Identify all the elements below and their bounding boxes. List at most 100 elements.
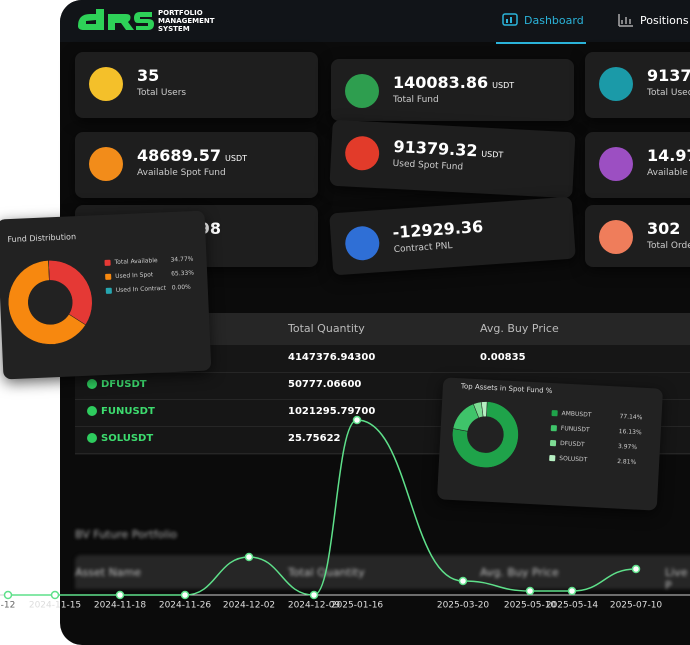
x-tick-label: 2025-05-10 bbox=[504, 601, 557, 611]
stat-label: Total Fund bbox=[393, 95, 439, 105]
x-tick-label: 2024-12-02 bbox=[223, 601, 275, 611]
top-bar: PORTFOLIO MANAGEMENT SYSTEM Dashboard Po… bbox=[60, 0, 690, 44]
table-header-cell: Avg. Buy Price bbox=[480, 322, 559, 335]
quantity: 50777.06600 bbox=[288, 379, 362, 390]
x-tick-label: -12 bbox=[1, 601, 16, 611]
stat-value: 35 bbox=[137, 66, 159, 85]
legend-label: SOLUSDT bbox=[559, 455, 588, 463]
table-header: Asset Name Total Quantity Avg. Buy Price Li… bbox=[75, 555, 690, 592]
legend-value: 34.77% bbox=[170, 256, 193, 264]
stat-value: 91379 bbox=[647, 66, 690, 85]
legend-swatch bbox=[551, 410, 558, 417]
legend-label: FUNUSDT bbox=[561, 425, 590, 434]
nav-icon bbox=[502, 13, 518, 26]
point bbox=[525, 586, 535, 596]
nav-label: Dashboard bbox=[524, 14, 584, 27]
stat-value: 302 bbox=[647, 219, 680, 238]
top-assets-chart: AMBUSDT 77.14% FUNUSDT 16.13% DFUSDT 3.97% SOL… bbox=[452, 401, 643, 468]
table-header-cell: Avg. Buy Price bbox=[480, 566, 559, 579]
x-tick-label: 2025-03-20 bbox=[437, 601, 490, 611]
stat-number: 140083.86 bbox=[393, 73, 489, 92]
brand-name: PORTFOLIO MANAGEMENT SYSTEM bbox=[158, 9, 215, 33]
quantity: 1021295.79700 bbox=[288, 406, 376, 417]
stat-label: Total Users bbox=[137, 88, 187, 98]
stat-card: 14.97 Available bbox=[585, 132, 690, 198]
stat-label: Total Orde bbox=[647, 241, 690, 251]
nav-label: Positions bbox=[640, 14, 689, 27]
stat-icon bbox=[599, 147, 633, 181]
table-row: DFUSDT 50777.06600 bbox=[75, 372, 690, 400]
table-header-cell: Total Quantity bbox=[288, 322, 365, 335]
stat-label: Available bbox=[647, 168, 688, 178]
legend-swatch bbox=[549, 440, 557, 447]
top-assets-card: Top Assets in Spot Fund % AMBUSDT 77.14% F… bbox=[436, 377, 664, 511]
stat-card: 140083.86 USDT Total Fund bbox=[331, 59, 574, 121]
expand-icon bbox=[87, 433, 97, 443]
x-tick-label: 2025-01-16 bbox=[331, 601, 384, 611]
asset-name: FUNUSDT bbox=[101, 406, 155, 417]
logo bbox=[78, 9, 154, 30]
x-tick-label: 2024-11-18 bbox=[94, 601, 147, 611]
x-tick-label: 2025-07-10 bbox=[610, 601, 663, 611]
fund-distribution-chart: Total Available 34.77% Used In Spot 65.33% U… bbox=[8, 256, 194, 345]
fund-distribution-card: Fund Distribution Total Available 34.77% U… bbox=[0, 210, 212, 380]
point bbox=[458, 576, 468, 586]
line-series bbox=[8, 419, 637, 596]
stat-card: 302 Total Orde bbox=[585, 205, 690, 267]
stat-icon bbox=[89, 147, 123, 181]
stat-icon bbox=[345, 74, 379, 108]
nav-dashboard[interactable]: Dashboard bbox=[496, 10, 586, 44]
legend-value: 77.14% bbox=[619, 413, 643, 421]
point bbox=[567, 586, 577, 596]
stat-label: Total Used bbox=[647, 88, 690, 98]
legend-label: AMBUSDT bbox=[561, 410, 592, 419]
table-header-cell: Live P bbox=[665, 566, 688, 592]
nav-icon bbox=[618, 14, 633, 27]
point bbox=[352, 415, 362, 425]
stat-number: 48689.57 bbox=[137, 146, 222, 165]
stat-card: 48689.57 USDT Available Spot Fund bbox=[75, 132, 318, 198]
legend-swatch bbox=[104, 259, 111, 266]
nav-positions[interactable]: Positions bbox=[618, 10, 690, 40]
point bbox=[115, 590, 125, 600]
donut-slice bbox=[481, 401, 488, 418]
point bbox=[244, 552, 254, 562]
stat-number: 14.97 bbox=[647, 146, 690, 165]
price: 0.00835 bbox=[480, 352, 526, 363]
x-tick-label: 2024-12-09 bbox=[288, 601, 341, 611]
stat-label: Available Spot Fund bbox=[137, 168, 226, 178]
x-tick-label: 2025-05-14 bbox=[546, 601, 599, 611]
x-tick-label: 2024-11-26 bbox=[159, 601, 212, 611]
table-header-cell: Asset Name bbox=[75, 566, 142, 579]
table-row: FUNUSDT 1021295.79700 bbox=[75, 399, 690, 427]
legend-value: 65.33% bbox=[171, 270, 194, 278]
legend-value: 16.13% bbox=[619, 428, 643, 436]
stat-card: 91379 Total Used bbox=[585, 52, 690, 118]
stat-unit: USDT bbox=[492, 81, 515, 90]
donut-slice bbox=[48, 260, 50, 281]
point bbox=[309, 590, 319, 600]
stat-value: 14.97 bbox=[647, 146, 690, 165]
x-tick-label: 2024-11-15 bbox=[29, 601, 81, 611]
table-row: SOLUSDT 25.75622 bbox=[75, 426, 690, 454]
legend-label: Used In Contract bbox=[116, 285, 167, 294]
expand-icon bbox=[87, 379, 97, 389]
point bbox=[631, 564, 641, 574]
expand-icon bbox=[87, 406, 97, 416]
donut-slice bbox=[452, 401, 519, 468]
legend-swatch bbox=[105, 287, 112, 294]
legend-swatch bbox=[550, 425, 557, 432]
quantity: 25.75622 bbox=[288, 433, 341, 444]
legend-label: DFUSDT bbox=[560, 440, 585, 448]
legend-label: Total Available bbox=[113, 257, 158, 266]
point bbox=[50, 590, 60, 600]
stat-icon bbox=[89, 67, 123, 101]
point bbox=[3, 590, 13, 600]
stat-card: 35 Total Users bbox=[75, 52, 318, 118]
asset-name: DFUSDT bbox=[101, 379, 147, 390]
legend-value: 3.97% bbox=[618, 443, 638, 451]
legend-swatch bbox=[549, 455, 556, 462]
stat-value: 140083.86 USDT bbox=[393, 73, 514, 92]
